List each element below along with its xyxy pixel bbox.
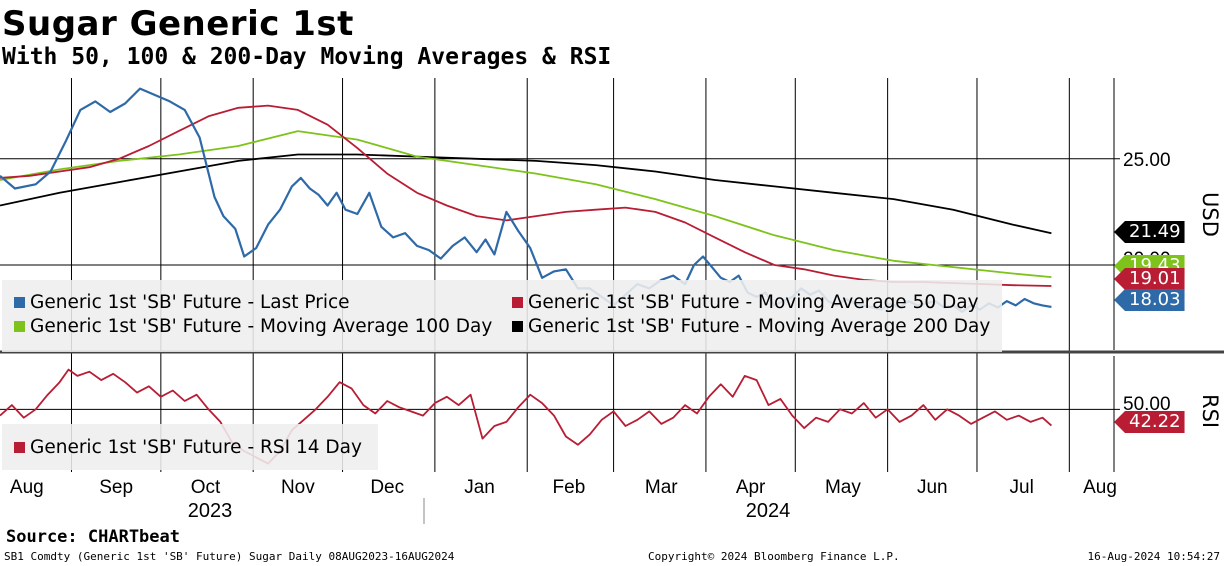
year-label-2023: 2023 bbox=[187, 500, 233, 522]
legend-label-rsi: Generic 1st 'SB' Future - RSI 14 Day bbox=[30, 437, 362, 458]
legend-swatch-ma200 bbox=[512, 321, 523, 332]
legend-item-ma50: Generic 1st 'SB' Future - Moving Average… bbox=[512, 292, 979, 313]
month-label: Apr bbox=[735, 477, 766, 498]
month-label: Nov bbox=[280, 477, 315, 498]
legend-label-ma50: Generic 1st 'SB' Future - Moving Average… bbox=[528, 292, 979, 313]
legend-item-rsi: Generic 1st 'SB' Future - RSI 14 Day bbox=[14, 437, 362, 458]
grid-lines bbox=[0, 78, 1120, 472]
source-note: Source: CHARTbeat bbox=[6, 527, 180, 547]
legend-swatch-ma50 bbox=[512, 297, 523, 308]
month-label: Oct bbox=[190, 477, 221, 498]
price-panel bbox=[0, 87, 1052, 313]
series-line-last bbox=[0, 87, 1052, 313]
month-label: Sep bbox=[99, 477, 134, 498]
rsi-legend bbox=[2, 424, 378, 470]
month-label: Feb bbox=[552, 477, 586, 498]
legend-item-ma200: Generic 1st 'SB' Future - Moving Average… bbox=[512, 316, 990, 337]
legend-item-ma100: Generic 1st 'SB' Future - Moving Average… bbox=[14, 316, 492, 337]
month-label: Aug bbox=[9, 477, 44, 498]
legend-label-ma100: Generic 1st 'SB' Future - Moving Average… bbox=[30, 316, 493, 337]
footer-ticker: SB1 Comdty (Generic 1st 'SB' Future) Sug… bbox=[4, 550, 455, 563]
series-line-rsi bbox=[0, 368, 1052, 465]
footer-copyright: Copyright© 2024 Bloomberg Finance L.P. bbox=[648, 550, 900, 563]
price-tick-25: 25.00 bbox=[1123, 150, 1171, 171]
month-label: Aug bbox=[1083, 477, 1117, 498]
series-line-ma200 bbox=[0, 153, 1052, 235]
price-axis-title: USD bbox=[1198, 192, 1222, 237]
year-label-2024: 2024 bbox=[745, 500, 791, 522]
month-label: Dec bbox=[370, 477, 405, 498]
series-line-ma50 bbox=[0, 104, 1052, 287]
month-label: May bbox=[824, 477, 861, 498]
value-tag-ma50: 19.01 bbox=[1114, 268, 1185, 290]
month-label: Jan bbox=[464, 477, 495, 498]
series-line-ma100 bbox=[0, 130, 1052, 278]
value-tag-rsi: 42.22 bbox=[1114, 411, 1185, 433]
legend-item-last-price: Generic 1st 'SB' Future - Last Price bbox=[14, 292, 350, 313]
month-label: Jul bbox=[1009, 477, 1034, 498]
legend-swatch-ma100 bbox=[14, 321, 25, 332]
rsi-tick-50: 50.00 bbox=[1123, 394, 1171, 415]
chart-title: Sugar Generic 1st bbox=[2, 4, 354, 44]
legend-swatch-rsi bbox=[14, 442, 25, 453]
rsi-axis-title: RSI bbox=[1198, 394, 1222, 429]
rsi-panel bbox=[0, 368, 1052, 465]
legend-swatch-last bbox=[14, 297, 25, 308]
footer-timestamp: 16-Aug-2024 10:54:27 bbox=[1087, 550, 1220, 563]
legend-label-ma200: Generic 1st 'SB' Future - Moving Average… bbox=[528, 316, 991, 337]
month-label: Mar bbox=[644, 477, 678, 498]
value-tag-last: 18.03 bbox=[1114, 289, 1185, 311]
price-legend bbox=[2, 280, 1002, 352]
legend-label-last: Generic 1st 'SB' Future - Last Price bbox=[30, 292, 350, 313]
value-tag-ma200: 21.49 bbox=[1114, 221, 1185, 243]
month-label: Jun bbox=[916, 477, 948, 498]
chart-subtitle: With 50, 100 & 200-Day Moving Averages &… bbox=[2, 44, 612, 70]
